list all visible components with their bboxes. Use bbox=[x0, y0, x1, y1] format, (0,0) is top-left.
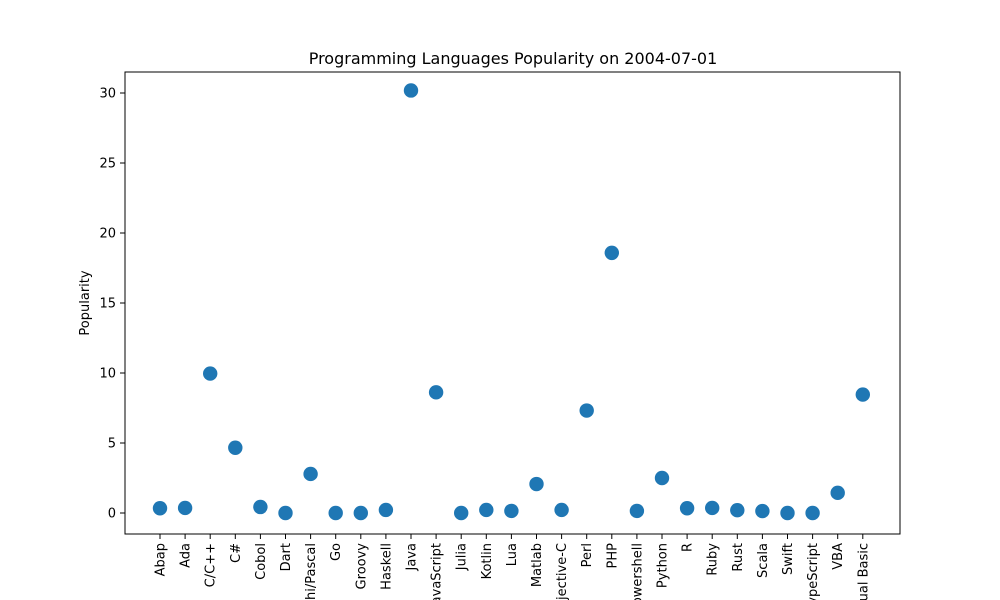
x-tick-label: Objective-C bbox=[555, 543, 570, 600]
x-tick-label: Python bbox=[656, 543, 671, 588]
y-axis: 0 5 10 15 20 25 30 bbox=[99, 87, 125, 522]
y-tick-label: 0 bbox=[108, 507, 116, 522]
x-tick-label: C/C++ bbox=[204, 543, 219, 587]
data-point bbox=[504, 503, 519, 519]
data-point bbox=[278, 505, 293, 521]
data-point bbox=[253, 499, 268, 515]
data-point bbox=[152, 501, 168, 516]
x-tick-label: JavaScript bbox=[430, 543, 445, 600]
x-tick-label: Lua bbox=[505, 543, 520, 566]
data-point bbox=[454, 505, 469, 521]
data-point bbox=[679, 501, 695, 516]
data-point bbox=[855, 387, 870, 402]
x-tick-label: Cobol bbox=[254, 543, 269, 580]
data-point bbox=[654, 470, 670, 486]
data-point bbox=[554, 502, 569, 518]
y-tick-label: 20 bbox=[99, 227, 116, 242]
data-point bbox=[378, 502, 394, 518]
data-point bbox=[428, 385, 444, 400]
y-tick-label: 15 bbox=[99, 297, 116, 312]
x-tick-label: PHP bbox=[605, 543, 620, 569]
x-tick-label: Swift bbox=[781, 543, 796, 575]
chart-title: Programming Languages Popularity on 2004… bbox=[309, 49, 718, 68]
data-point bbox=[629, 503, 645, 519]
x-tick-label: R bbox=[681, 543, 696, 552]
data-point bbox=[805, 505, 820, 521]
data-point bbox=[177, 500, 193, 516]
x-tick-label: Haskell bbox=[379, 543, 394, 590]
x-tick-label: Perl bbox=[580, 543, 595, 567]
x-tick-label: Dart bbox=[279, 543, 294, 571]
x-tick-label: Ruby bbox=[706, 543, 721, 576]
x-tick-label: TypeScript bbox=[806, 543, 821, 600]
data-point bbox=[328, 505, 343, 521]
data-point bbox=[830, 485, 845, 501]
data-point bbox=[755, 503, 770, 519]
x-tick-label: VBA bbox=[831, 543, 846, 570]
x-tick-label: Julia bbox=[455, 543, 470, 571]
x-tick-label: Go bbox=[329, 543, 344, 561]
x-tick-label: Scala bbox=[756, 543, 771, 578]
x-tick-label: Ada bbox=[179, 543, 194, 568]
data-points bbox=[152, 83, 870, 521]
data-point bbox=[705, 500, 720, 516]
data-point bbox=[604, 245, 619, 261]
x-axis: Abap Ada C/C++ C# Cobol Dart Delphi/Pascal Go Gr… bbox=[154, 534, 871, 600]
data-point bbox=[579, 403, 594, 418]
data-point bbox=[303, 466, 318, 482]
y-tick-label: 10 bbox=[99, 367, 116, 382]
data-point bbox=[203, 366, 218, 381]
data-point bbox=[529, 476, 544, 492]
data-point bbox=[730, 503, 745, 518]
data-point bbox=[403, 83, 419, 98]
y-tick-label: 25 bbox=[99, 157, 116, 172]
x-tick-label: Visual Basic bbox=[856, 543, 871, 600]
data-point bbox=[228, 440, 243, 455]
x-tick-label: Powershell bbox=[630, 543, 645, 600]
x-tick-label: Matlab bbox=[530, 543, 545, 587]
x-tick-label: Delphi/Pascal bbox=[304, 543, 319, 600]
data-point bbox=[479, 502, 494, 518]
y-axis-label: Popularity bbox=[78, 270, 93, 335]
x-tick-label: Groovy bbox=[354, 543, 369, 590]
x-tick-label: C# bbox=[229, 543, 244, 563]
x-tick-label: Rust bbox=[731, 543, 746, 572]
data-point bbox=[780, 505, 795, 521]
y-tick-label: 5 bbox=[108, 437, 116, 452]
y-tick-label: 30 bbox=[99, 87, 116, 102]
plot-area bbox=[124, 71, 901, 535]
data-point bbox=[353, 505, 368, 521]
x-tick-label: Java bbox=[405, 543, 420, 571]
x-tick-label: Abap bbox=[154, 543, 169, 576]
x-tick-label: Kotlin bbox=[480, 543, 495, 579]
